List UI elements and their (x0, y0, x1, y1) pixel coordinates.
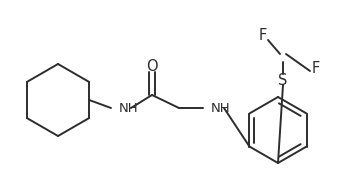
Text: NH: NH (211, 101, 231, 114)
Text: NH: NH (119, 101, 138, 114)
Text: S: S (278, 73, 288, 87)
Text: F: F (259, 28, 267, 43)
Text: F: F (312, 61, 320, 75)
Text: O: O (146, 58, 158, 74)
